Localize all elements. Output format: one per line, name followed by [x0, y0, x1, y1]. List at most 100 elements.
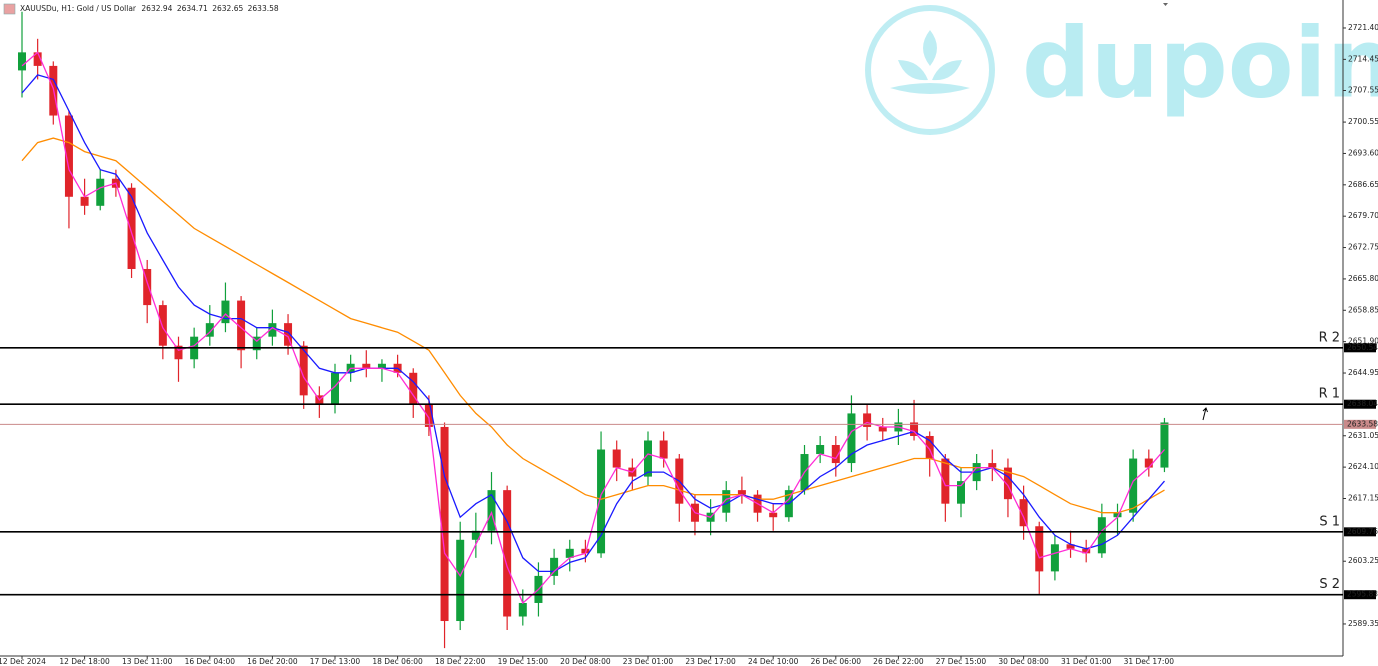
- candle-body: [1066, 544, 1075, 549]
- level-label: R 1: [1319, 387, 1340, 402]
- candle-body: [487, 490, 496, 531]
- x-tick-label: 12 Dec 18:00: [59, 657, 110, 666]
- candle-body: [988, 463, 997, 468]
- candle-body: [1082, 548, 1091, 554]
- candle-body: [1019, 499, 1028, 527]
- y-tick-label: 2658.85: [1348, 305, 1378, 314]
- header-open: 2632.94: [141, 4, 172, 13]
- level-label: S 1: [1319, 514, 1340, 529]
- candle-body: [127, 187, 136, 269]
- candle-body: [174, 345, 183, 360]
- candle-body: [205, 323, 214, 337]
- candle-body: [737, 490, 746, 495]
- y-tick-label: 2624.10: [1348, 462, 1378, 471]
- level-price-box: [1344, 343, 1376, 353]
- candle-body: [424, 404, 433, 427]
- header-low: 2632.65: [212, 4, 243, 13]
- x-tick-label: 24 Dec 10:00: [748, 657, 799, 666]
- x-tick-label: 12 Dec 2024: [0, 657, 46, 666]
- candle-body: [518, 602, 527, 617]
- x-tick-label: 19 Dec 15:00: [498, 657, 549, 666]
- candle-body: [362, 363, 371, 369]
- level-label: R 2: [1319, 330, 1340, 345]
- level-price: 2650.54: [1347, 343, 1378, 352]
- x-tick-label: 31 Dec 01:00: [1061, 657, 1112, 666]
- candle-body: [221, 300, 230, 324]
- header: XAUUSDu, H1: Gold / US Dollar 2632.94 26…: [20, 4, 279, 13]
- level-price-box: [1344, 399, 1376, 409]
- x-tick-label: 23 Dec 01:00: [623, 657, 674, 666]
- candle-body: [769, 512, 778, 518]
- candle-body: [252, 336, 261, 351]
- x-tick-label: 20 Dec 08:00: [560, 657, 611, 666]
- watermark-logo: [865, 5, 995, 135]
- candle-body: [268, 323, 277, 337]
- candle-body: [33, 52, 42, 66]
- candle-body: [1113, 512, 1122, 518]
- level-price: 2595.83: [1347, 590, 1378, 599]
- candles: [18, 11, 1169, 649]
- y-tick-label: 2631.05: [1348, 431, 1378, 440]
- candle-body: [941, 458, 950, 504]
- y-tick-label: 2686.65: [1348, 180, 1378, 189]
- candle-body: [831, 445, 840, 464]
- candle-body: [1160, 422, 1169, 468]
- candle-body: [331, 372, 339, 405]
- ma-line: [21, 137, 1165, 514]
- candle-body: [847, 413, 856, 464]
- arrow-annotation: [1202, 407, 1208, 421]
- y-tick-label: 2693.60: [1348, 148, 1378, 157]
- x-tick-label: 16 Dec 04:00: [185, 657, 236, 666]
- x-tick-label: 16 Dec 20:00: [247, 657, 298, 666]
- x-tick-label: 13 Dec 11:00: [122, 657, 173, 666]
- candle-body: [878, 426, 887, 432]
- y-tick-label: 2700.55: [1348, 117, 1378, 126]
- candle-body: [237, 300, 246, 351]
- x-tick-label: 17 Dec 13:00: [310, 657, 361, 666]
- x-tick-label: 18 Dec 22:00: [435, 657, 486, 666]
- candle-body: [659, 440, 668, 459]
- x-tick-label: 30 Dec 08:00: [998, 657, 1049, 666]
- ma-line: [21, 51, 1165, 605]
- y-tick-label: 2672.75: [1348, 243, 1378, 252]
- candle-body: [440, 426, 449, 622]
- candle-body: [503, 490, 512, 617]
- candle-body: [64, 115, 73, 197]
- x-tick-label: 26 Dec 06:00: [811, 657, 862, 666]
- x-tick-label: 27 Dec 15:00: [936, 657, 987, 666]
- candle-body: [910, 422, 919, 436]
- x-tick-label: 26 Dec 22:00: [873, 657, 924, 666]
- candle-body: [816, 445, 825, 455]
- candle-body: [1144, 458, 1153, 468]
- y-tick-label: 2665.80: [1348, 274, 1378, 283]
- candle-body: [565, 548, 574, 558]
- level-price: 2609.76: [1347, 527, 1378, 536]
- candle-body: [299, 345, 308, 396]
- y-tick-label: 2651.90: [1348, 337, 1378, 346]
- level-price: 2638.04: [1347, 399, 1378, 408]
- candle-body: [550, 557, 559, 576]
- price-box: [1344, 419, 1376, 429]
- candle-body: [722, 490, 731, 513]
- x-tick-label: 23 Dec 17:00: [685, 657, 736, 666]
- symbol: XAUUSDu, H1: Gold / US Dollar: [20, 4, 137, 13]
- candle-body: [597, 449, 606, 554]
- y-tick-label: 2721.40: [1348, 23, 1378, 32]
- candle-body: [456, 539, 465, 622]
- candle-body: [612, 449, 621, 468]
- candle-body: [143, 268, 152, 306]
- y-tick-label: 2617.15: [1348, 493, 1378, 502]
- candle-body: [1003, 467, 1012, 500]
- candle-body: [925, 435, 934, 459]
- candle-body: [158, 305, 167, 346]
- y-tick-label: 2679.70: [1348, 211, 1378, 220]
- candle-body: [80, 196, 89, 206]
- candle-body: [18, 52, 26, 71]
- candle-body: [1129, 458, 1138, 513]
- ma-line: [21, 74, 1165, 573]
- candle-body: [471, 530, 480, 540]
- level-price-box: [1344, 527, 1376, 537]
- candle-body: [409, 372, 418, 405]
- candle-body: [377, 363, 386, 369]
